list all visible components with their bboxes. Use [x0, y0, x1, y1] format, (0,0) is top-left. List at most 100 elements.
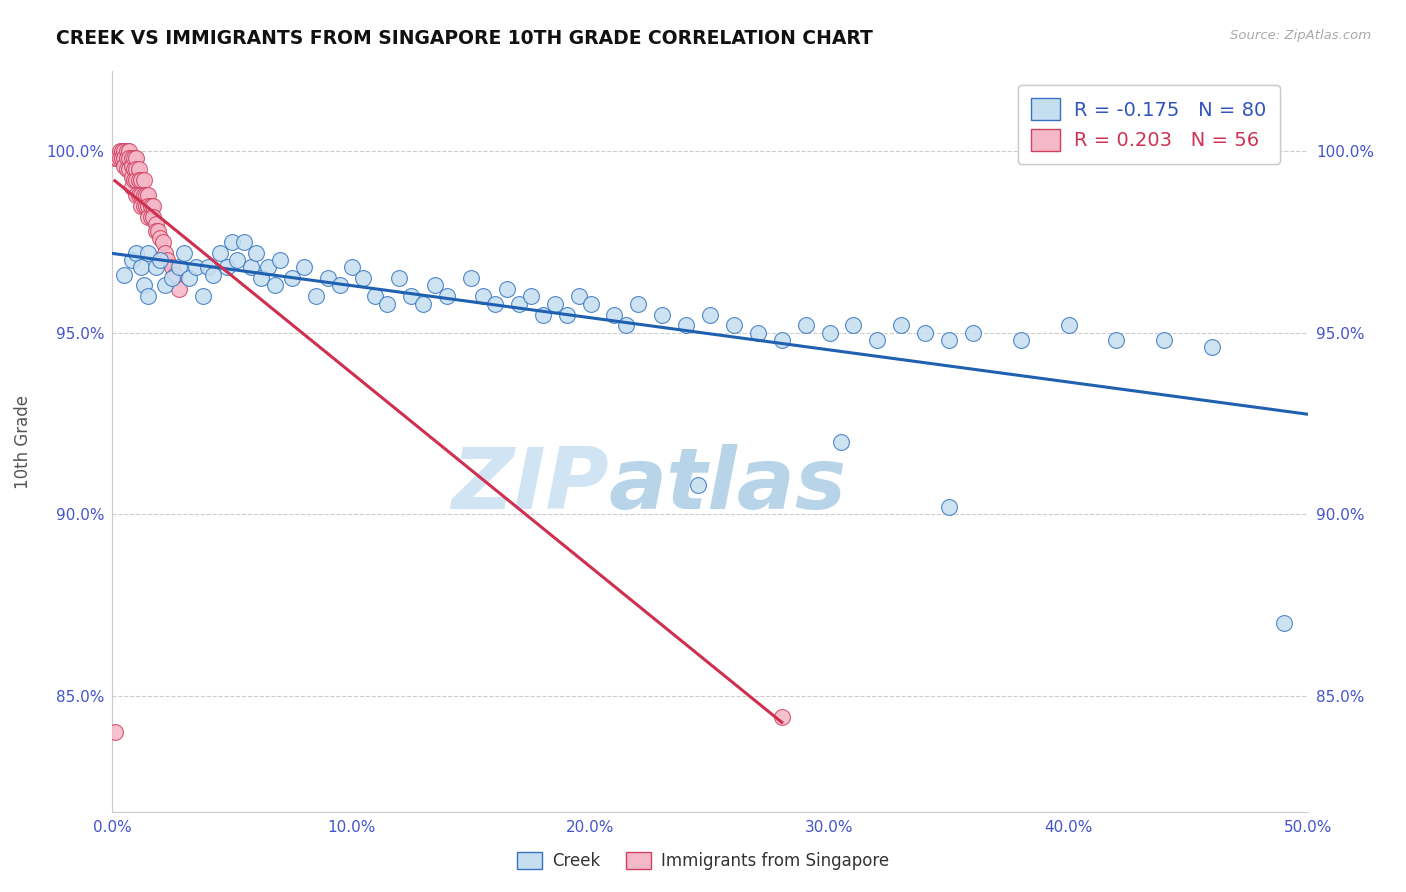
Point	[121, 180, 143, 194]
Point	[129, 173, 152, 187]
Point	[135, 199, 157, 213]
Point	[145, 224, 167, 238]
Point	[125, 152, 148, 166]
Point	[173, 245, 195, 260]
Point	[128, 187, 150, 202]
Point	[156, 253, 179, 268]
Point	[1153, 333, 1175, 347]
Point	[105, 152, 128, 166]
Text: CREEK VS IMMIGRANTS FROM SINGAPORE 10TH GRADE CORRELATION CHART: CREEK VS IMMIGRANTS FROM SINGAPORE 10TH …	[56, 29, 873, 47]
Point	[132, 278, 155, 293]
Point	[193, 289, 215, 303]
Point	[675, 318, 697, 333]
Point	[132, 199, 155, 213]
Point	[111, 145, 134, 159]
Point	[118, 152, 141, 166]
Point	[723, 318, 745, 333]
Point	[115, 162, 138, 177]
Point	[108, 152, 131, 166]
Point	[153, 245, 176, 260]
Point	[138, 199, 160, 213]
Point	[364, 289, 387, 303]
Point	[1057, 318, 1080, 333]
Point	[201, 268, 224, 282]
Point	[329, 278, 352, 293]
Point	[129, 187, 152, 202]
Text: ZIP: ZIP	[451, 444, 609, 527]
Point	[146, 224, 169, 238]
Point	[842, 318, 865, 333]
Point	[496, 282, 519, 296]
Point	[114, 268, 135, 282]
Point	[149, 231, 172, 245]
Point	[125, 245, 148, 260]
Point	[122, 152, 145, 166]
Point	[121, 169, 143, 184]
Point	[316, 271, 339, 285]
Point	[152, 235, 174, 249]
Text: atlas: atlas	[609, 444, 846, 527]
Point	[938, 500, 960, 514]
Y-axis label: 10th Grade: 10th Grade	[14, 394, 32, 489]
Point	[145, 217, 167, 231]
Point	[108, 145, 131, 159]
Point	[616, 318, 638, 333]
Point	[169, 260, 191, 275]
Point	[305, 289, 328, 303]
Point	[118, 162, 141, 177]
Legend: R = -0.175   N = 80, R = 0.203   N = 56: R = -0.175 N = 80, R = 0.203 N = 56	[1018, 85, 1279, 164]
Point	[651, 308, 673, 322]
Point	[104, 724, 127, 739]
Point	[115, 152, 138, 166]
Point	[770, 333, 793, 347]
Point	[209, 245, 232, 260]
Point	[145, 260, 167, 275]
Point	[225, 253, 247, 268]
Point	[866, 333, 889, 347]
Point	[142, 199, 165, 213]
Point	[128, 162, 150, 177]
Point	[555, 308, 578, 322]
Point	[186, 260, 208, 275]
Point	[579, 296, 602, 310]
Point	[129, 199, 152, 213]
Point	[135, 187, 157, 202]
Point	[340, 260, 363, 275]
Point	[699, 308, 721, 322]
Point	[142, 210, 165, 224]
Point	[1105, 333, 1128, 347]
Point	[412, 296, 434, 310]
Point	[269, 253, 291, 268]
Point	[472, 289, 495, 303]
Point	[1201, 340, 1223, 354]
Point	[249, 271, 271, 285]
Point	[240, 260, 263, 275]
Point	[818, 326, 841, 340]
Point	[163, 268, 186, 282]
Point	[197, 260, 219, 275]
Point	[162, 260, 183, 275]
Point	[938, 333, 960, 347]
Point	[177, 271, 200, 285]
Point	[149, 253, 172, 268]
Point	[264, 278, 287, 293]
Point	[153, 278, 176, 293]
Point	[169, 282, 191, 296]
Point	[221, 235, 243, 249]
Point	[425, 278, 447, 293]
Point	[217, 260, 239, 275]
Point	[257, 260, 280, 275]
Point	[233, 235, 256, 249]
Point	[125, 162, 148, 177]
Point	[890, 318, 912, 333]
Point	[568, 289, 591, 303]
Point	[129, 260, 152, 275]
Point	[388, 271, 411, 285]
Point	[627, 296, 650, 310]
Point	[543, 296, 565, 310]
Point	[138, 289, 160, 303]
Point	[111, 152, 134, 166]
Point	[162, 271, 183, 285]
Point	[139, 199, 162, 213]
Point	[794, 318, 817, 333]
